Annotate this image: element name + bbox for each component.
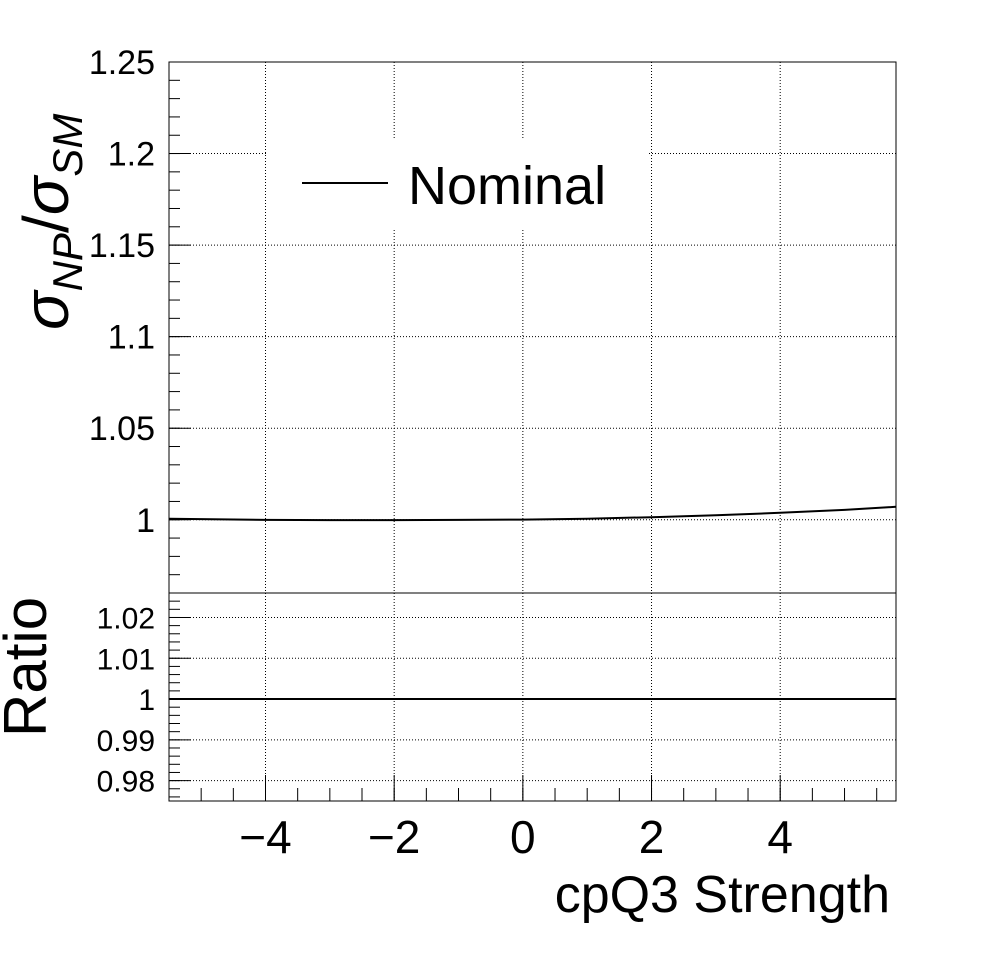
ratio-axis-ticks xyxy=(168,592,878,801)
main-y-tick-label: 1.05 xyxy=(89,410,155,448)
x-axis-label: cpQ3 Strength xyxy=(555,866,890,924)
main-y-tick-labels: 1 1.05 1.1 1.15 1.2 1.25 xyxy=(89,44,155,540)
ratio-panel: 0.98 0.99 1 1.01 1.02 −4 −2 0 2 4 Ratio cpQ3 Str… xyxy=(0,592,897,924)
main-panel: 11.051.11.151.21.25 Nominal σNP/σSM xyxy=(10,44,897,594)
ylabel-slash: / xyxy=(10,215,82,233)
x-tick-label: −2 xyxy=(368,811,420,863)
ylabel-sigma-sm: σ xyxy=(10,174,82,215)
legend: Nominal xyxy=(268,140,648,230)
main-y-axis-label: σNP/σSM xyxy=(10,114,91,330)
legend-label-nominal: Nominal xyxy=(408,156,606,216)
ratio-y-tick-label: 1.02 xyxy=(97,602,155,635)
main-series-layer xyxy=(168,505,897,522)
ratio-y-tick-labels: 0.98 0.99 1 1.01 1.02 xyxy=(97,602,155,798)
main-axis-ticks xyxy=(169,61,191,594)
x-tick-label: 2 xyxy=(639,811,665,863)
ratio-y-tick-label: 0.99 xyxy=(97,725,155,758)
legend-background xyxy=(268,140,648,230)
ratio-grid xyxy=(169,593,896,801)
ratio-y-tick-label: 1 xyxy=(138,684,155,717)
ratio-y-tick-label: 0.98 xyxy=(97,766,155,799)
main-series-line-nominal xyxy=(168,505,897,522)
main-y-tick-label: 1 xyxy=(136,502,155,540)
ylabel-sigma-np: σ xyxy=(10,289,82,330)
x-tick-label: 0 xyxy=(510,811,536,863)
ylabel-subscript-sm: SM xyxy=(44,114,91,177)
main-y-tick-label: 1.1 xyxy=(108,319,155,357)
x-tick-labels: −4 −2 0 2 4 xyxy=(239,811,793,863)
ylabel-subscript-np: NP xyxy=(44,233,91,291)
x-tick-label: −4 xyxy=(239,811,291,863)
ratio-plot-frame xyxy=(168,592,897,802)
x-tick-label: 4 xyxy=(767,811,793,863)
ratio-y-axis-label: Ratio xyxy=(0,597,59,737)
main-y-tick-label: 1.25 xyxy=(89,44,155,82)
ratio-y-tick-label: 1.01 xyxy=(97,643,155,676)
main-y-tick-label: 1.2 xyxy=(108,136,155,174)
main-y-tick-label: 1.15 xyxy=(89,227,155,265)
